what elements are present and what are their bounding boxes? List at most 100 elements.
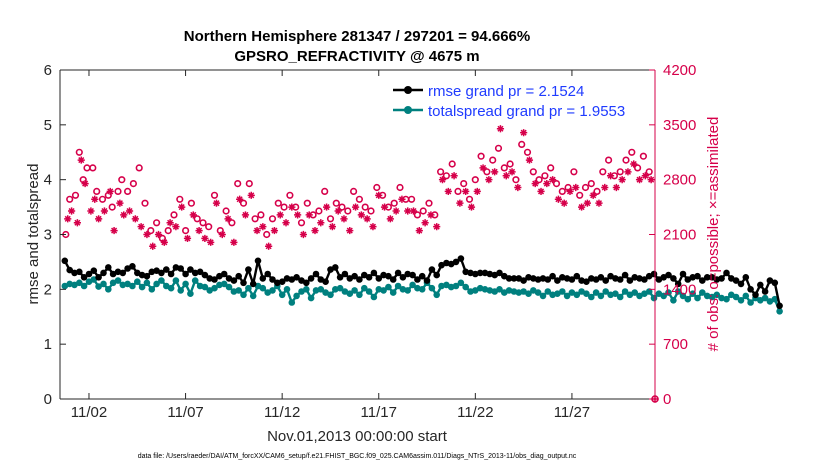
spread-point: [278, 291, 286, 299]
possible-point: [114, 187, 122, 195]
assimilated-point: [91, 195, 99, 203]
spread-point: [134, 278, 141, 286]
possible-point: [361, 203, 369, 211]
assimilated-point: [340, 215, 348, 223]
assimilated-point: [467, 203, 476, 211]
rmse-point: [163, 266, 170, 273]
rmse-point: [143, 272, 151, 280]
rmse-point: [90, 267, 98, 275]
rmse-point: [259, 275, 267, 282]
spread-point: [631, 289, 638, 296]
spread-point: [563, 292, 571, 300]
assimilated-point: [311, 226, 319, 235]
assimilated-point: [95, 215, 103, 223]
assimilated-point: [207, 238, 215, 246]
spread-point: [148, 286, 156, 293]
spread-point: [259, 284, 267, 292]
spread-point: [95, 283, 102, 290]
rmse-point: [670, 275, 677, 282]
spread-point: [80, 282, 88, 290]
assimilated-point: [577, 203, 586, 211]
rmse-point: [211, 276, 218, 283]
assimilated-point: [380, 203, 389, 211]
rmse-point: [385, 272, 392, 280]
possible-point: [71, 191, 80, 199]
rmse-point: [356, 276, 363, 283]
rmse-point: [95, 274, 102, 281]
possible-point: [535, 176, 543, 184]
possible-point: [419, 207, 427, 215]
y-axis-label: rmse and totalspread: [25, 164, 42, 305]
possible-point: [633, 164, 642, 172]
possible-point: [350, 187, 358, 195]
rmse-point: [264, 270, 272, 278]
y-tick-label: 6: [44, 62, 52, 79]
spread-point: [288, 299, 296, 306]
rmse-point: [341, 270, 349, 278]
x-tick-label: 11/27: [554, 404, 590, 421]
assimilated-point: [525, 156, 534, 164]
assimilated-point: [479, 164, 487, 172]
spread-point: [539, 292, 547, 300]
possible-point: [442, 172, 451, 180]
rmse-point: [66, 266, 73, 274]
rmse-point: [761, 288, 769, 295]
rmse-point: [80, 274, 88, 281]
assimilated-point: [595, 199, 603, 207]
y2-ticks: 0 700 1400 2100 2800 3500 4200: [649, 62, 696, 408]
rmse-point: [510, 275, 518, 282]
assimilated-point: [357, 211, 365, 219]
legend: rmse grand pr = 2.1524 totalspread grand…: [393, 83, 625, 120]
assimilated-point: [409, 207, 418, 215]
rmse-point: [616, 276, 624, 283]
spread-point: [534, 289, 542, 296]
possible-point: [425, 199, 433, 207]
assimilated-point: [317, 219, 325, 227]
assimilated-point: [438, 176, 447, 184]
rmse-point: [723, 269, 730, 277]
assimilated-point: [67, 207, 76, 215]
possible-point: [460, 180, 468, 188]
assimilated-point: [110, 226, 118, 235]
rmse-point: [119, 269, 127, 277]
y2-tick-label: 0: [663, 391, 671, 408]
rmse-point: [737, 280, 745, 288]
rmse-point: [158, 269, 165, 277]
assimilated-point: [259, 223, 267, 231]
spread-point: [679, 292, 687, 300]
rmse-point: [621, 271, 629, 279]
spread-point: [452, 282, 460, 290]
spread-point: [283, 286, 291, 293]
possible-point: [570, 168, 578, 176]
assimilated-point: [485, 176, 493, 184]
rmse-point: [583, 278, 590, 286]
rmse-point: [249, 280, 257, 288]
possible-point: [123, 187, 132, 195]
assimilated-point: [351, 203, 360, 211]
legend-rmse-label: rmse grand pr = 2.1524: [428, 83, 584, 100]
rmse-point: [418, 272, 426, 280]
chart-title: Northern Hemisphere 281347 / 297201 = 94…: [184, 28, 530, 45]
x-tick-label: 11/22: [457, 404, 493, 421]
spread-point: [240, 291, 247, 299]
rmse-point: [230, 277, 238, 284]
spread-point: [249, 292, 257, 300]
spread-point: [336, 284, 344, 292]
possible-point: [622, 156, 630, 164]
assimilated-point: [520, 129, 528, 137]
spread-point: [172, 277, 180, 284]
rmse-point: [351, 272, 358, 280]
assimilated-point: [143, 230, 151, 239]
spread-point: [187, 290, 194, 298]
spread-point: [747, 299, 754, 306]
assimilated-point: [189, 211, 197, 219]
assimilated-point: [87, 207, 95, 215]
possible-point: [523, 148, 532, 156]
rmse-point: [703, 274, 711, 281]
possible-point: [164, 227, 172, 235]
rmse-point: [665, 271, 672, 279]
possible-point: [355, 195, 364, 203]
possible-point: [280, 203, 288, 211]
possible-point: [367, 207, 375, 215]
rmse-point: [235, 272, 242, 280]
